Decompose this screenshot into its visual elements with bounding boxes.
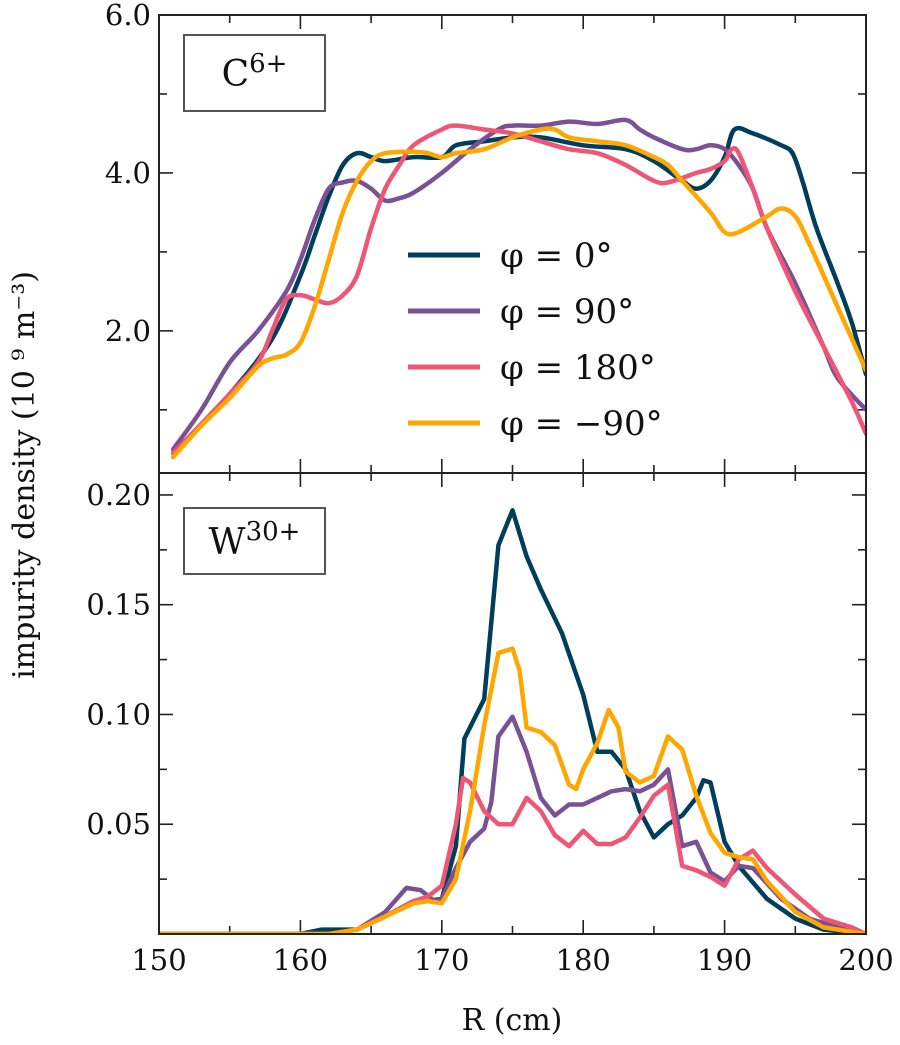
series-line [159,646,866,934]
bottom-panel-w30: 0.05 0.10 0.15 0.20 150 160 170 180 190 200 W30+ [86,472,894,977]
top-panel-c6: 2.0 4.0 6.0 C6+ [105,0,867,474]
series-line [170,123,866,456]
y-tick-label: 0.05 [86,807,151,841]
series-line [170,117,866,452]
x-tick-label: 180 [556,943,611,977]
series-line [170,126,866,460]
legend-label: φ = −90° [500,404,663,444]
series-line [159,775,866,934]
legend: φ = 0° φ = 90° φ = 180° φ = −90° [408,236,663,444]
panel-label-box [183,34,326,112]
x-tick-label: 200 [838,943,893,977]
x-tick-label: 170 [414,943,469,977]
y-tick-label: 4.0 [105,156,151,190]
plot-frame [158,472,867,935]
panel-label: C6+ [222,49,288,95]
y-tick-label: 6.0 [105,0,151,32]
y-tick-label: 2.0 [105,314,151,348]
legend-label: φ = 0° [500,236,613,276]
series-line [170,125,866,456]
y-axis-label: impurity density (10 ⁹ m⁻³) [7,271,42,679]
legend-label: φ = 180° [500,348,656,388]
y-tick-label: 0.20 [86,478,151,512]
x-tick-label: 190 [697,943,752,977]
y-tick-label: 0.15 [86,588,151,622]
x-axis-label: R (cm) [462,1003,563,1038]
panel-label-box [183,507,326,575]
y-tick-label: 0.10 [86,697,151,731]
x-tick-label: 150 [131,943,186,977]
panel-label: W30+ [209,517,301,563]
legend-label: φ = 90° [500,292,634,332]
x-tick-label: 160 [273,943,328,977]
